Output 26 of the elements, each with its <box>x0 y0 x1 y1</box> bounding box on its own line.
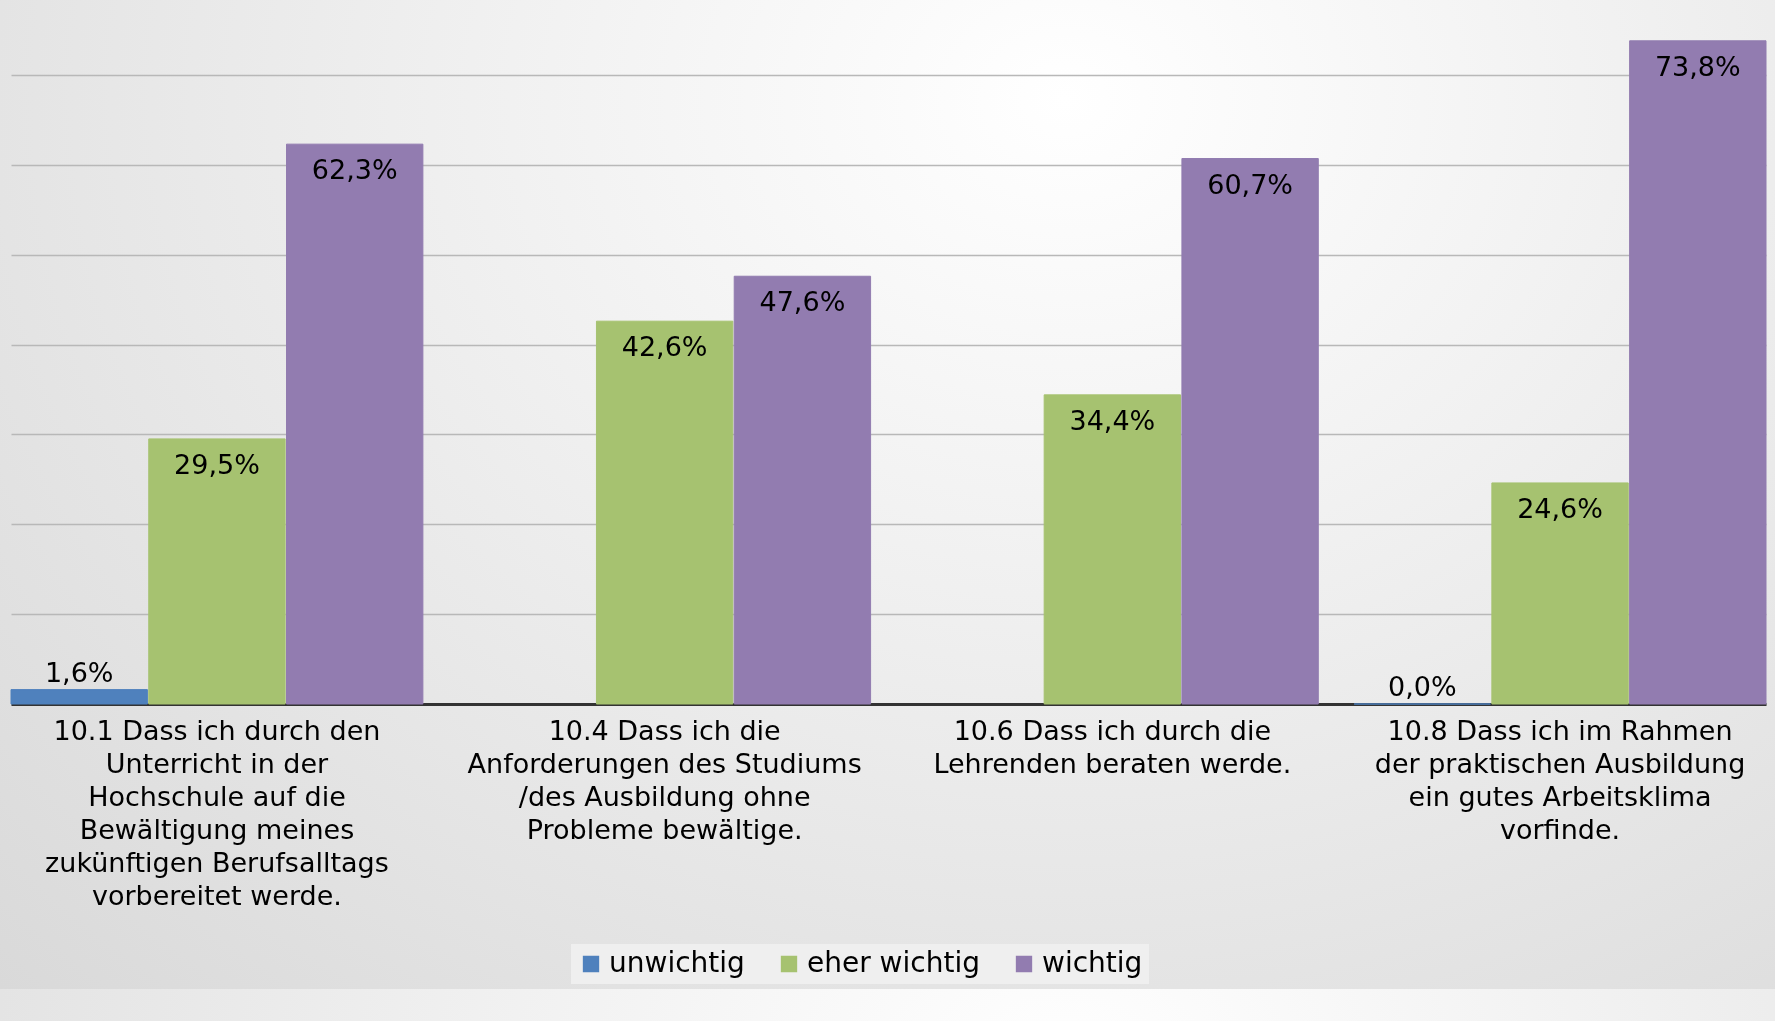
bar <box>733 275 872 705</box>
bar <box>1491 482 1629 705</box>
x-tick-label: 10.1 Dass ich durch den Unterricht in der Hochschule auf die Bewältigung meines zukünftigen Berufsalltags vorbereitet werde. <box>45 714 389 911</box>
data-label: 60,7% <box>1207 168 1293 200</box>
data-label: 1,6% <box>44 656 114 688</box>
bar <box>1181 158 1319 705</box>
data-label: 42,6% <box>621 331 708 363</box>
legend-label: eher wichtig <box>807 946 980 979</box>
legend-label: wichtig <box>1042 946 1143 979</box>
data-label: 29,5% <box>174 448 260 480</box>
bar <box>1629 40 1767 705</box>
bar <box>595 320 734 705</box>
data-label: 47,6% <box>759 286 846 318</box>
x-tick-label: 10.4 Dass ich die Anforderungen des Studiums /des Ausbildung ohne Probleme bewältige. <box>467 714 862 845</box>
x-tick-label: 10.6 Dass ich durch die Lehrenden beraten werde. <box>933 714 1292 779</box>
data-label: 34,4% <box>1069 404 1156 436</box>
x-tick-label: 10.8 Dass ich im Rahmen der praktischen Ausbildung ein gutes Arbeitsklima vorfinde. <box>1374 714 1746 845</box>
data-label: 73,8% <box>1654 50 1741 82</box>
data-label: 24,6% <box>1517 492 1603 524</box>
bar <box>286 143 424 705</box>
data-label: 0,0% <box>1388 671 1457 702</box>
bar <box>148 438 286 705</box>
data-label: 62,3% <box>311 154 398 186</box>
bar <box>1043 394 1182 705</box>
legend-label: unwichtig <box>609 946 745 979</box>
bar <box>10 689 148 705</box>
